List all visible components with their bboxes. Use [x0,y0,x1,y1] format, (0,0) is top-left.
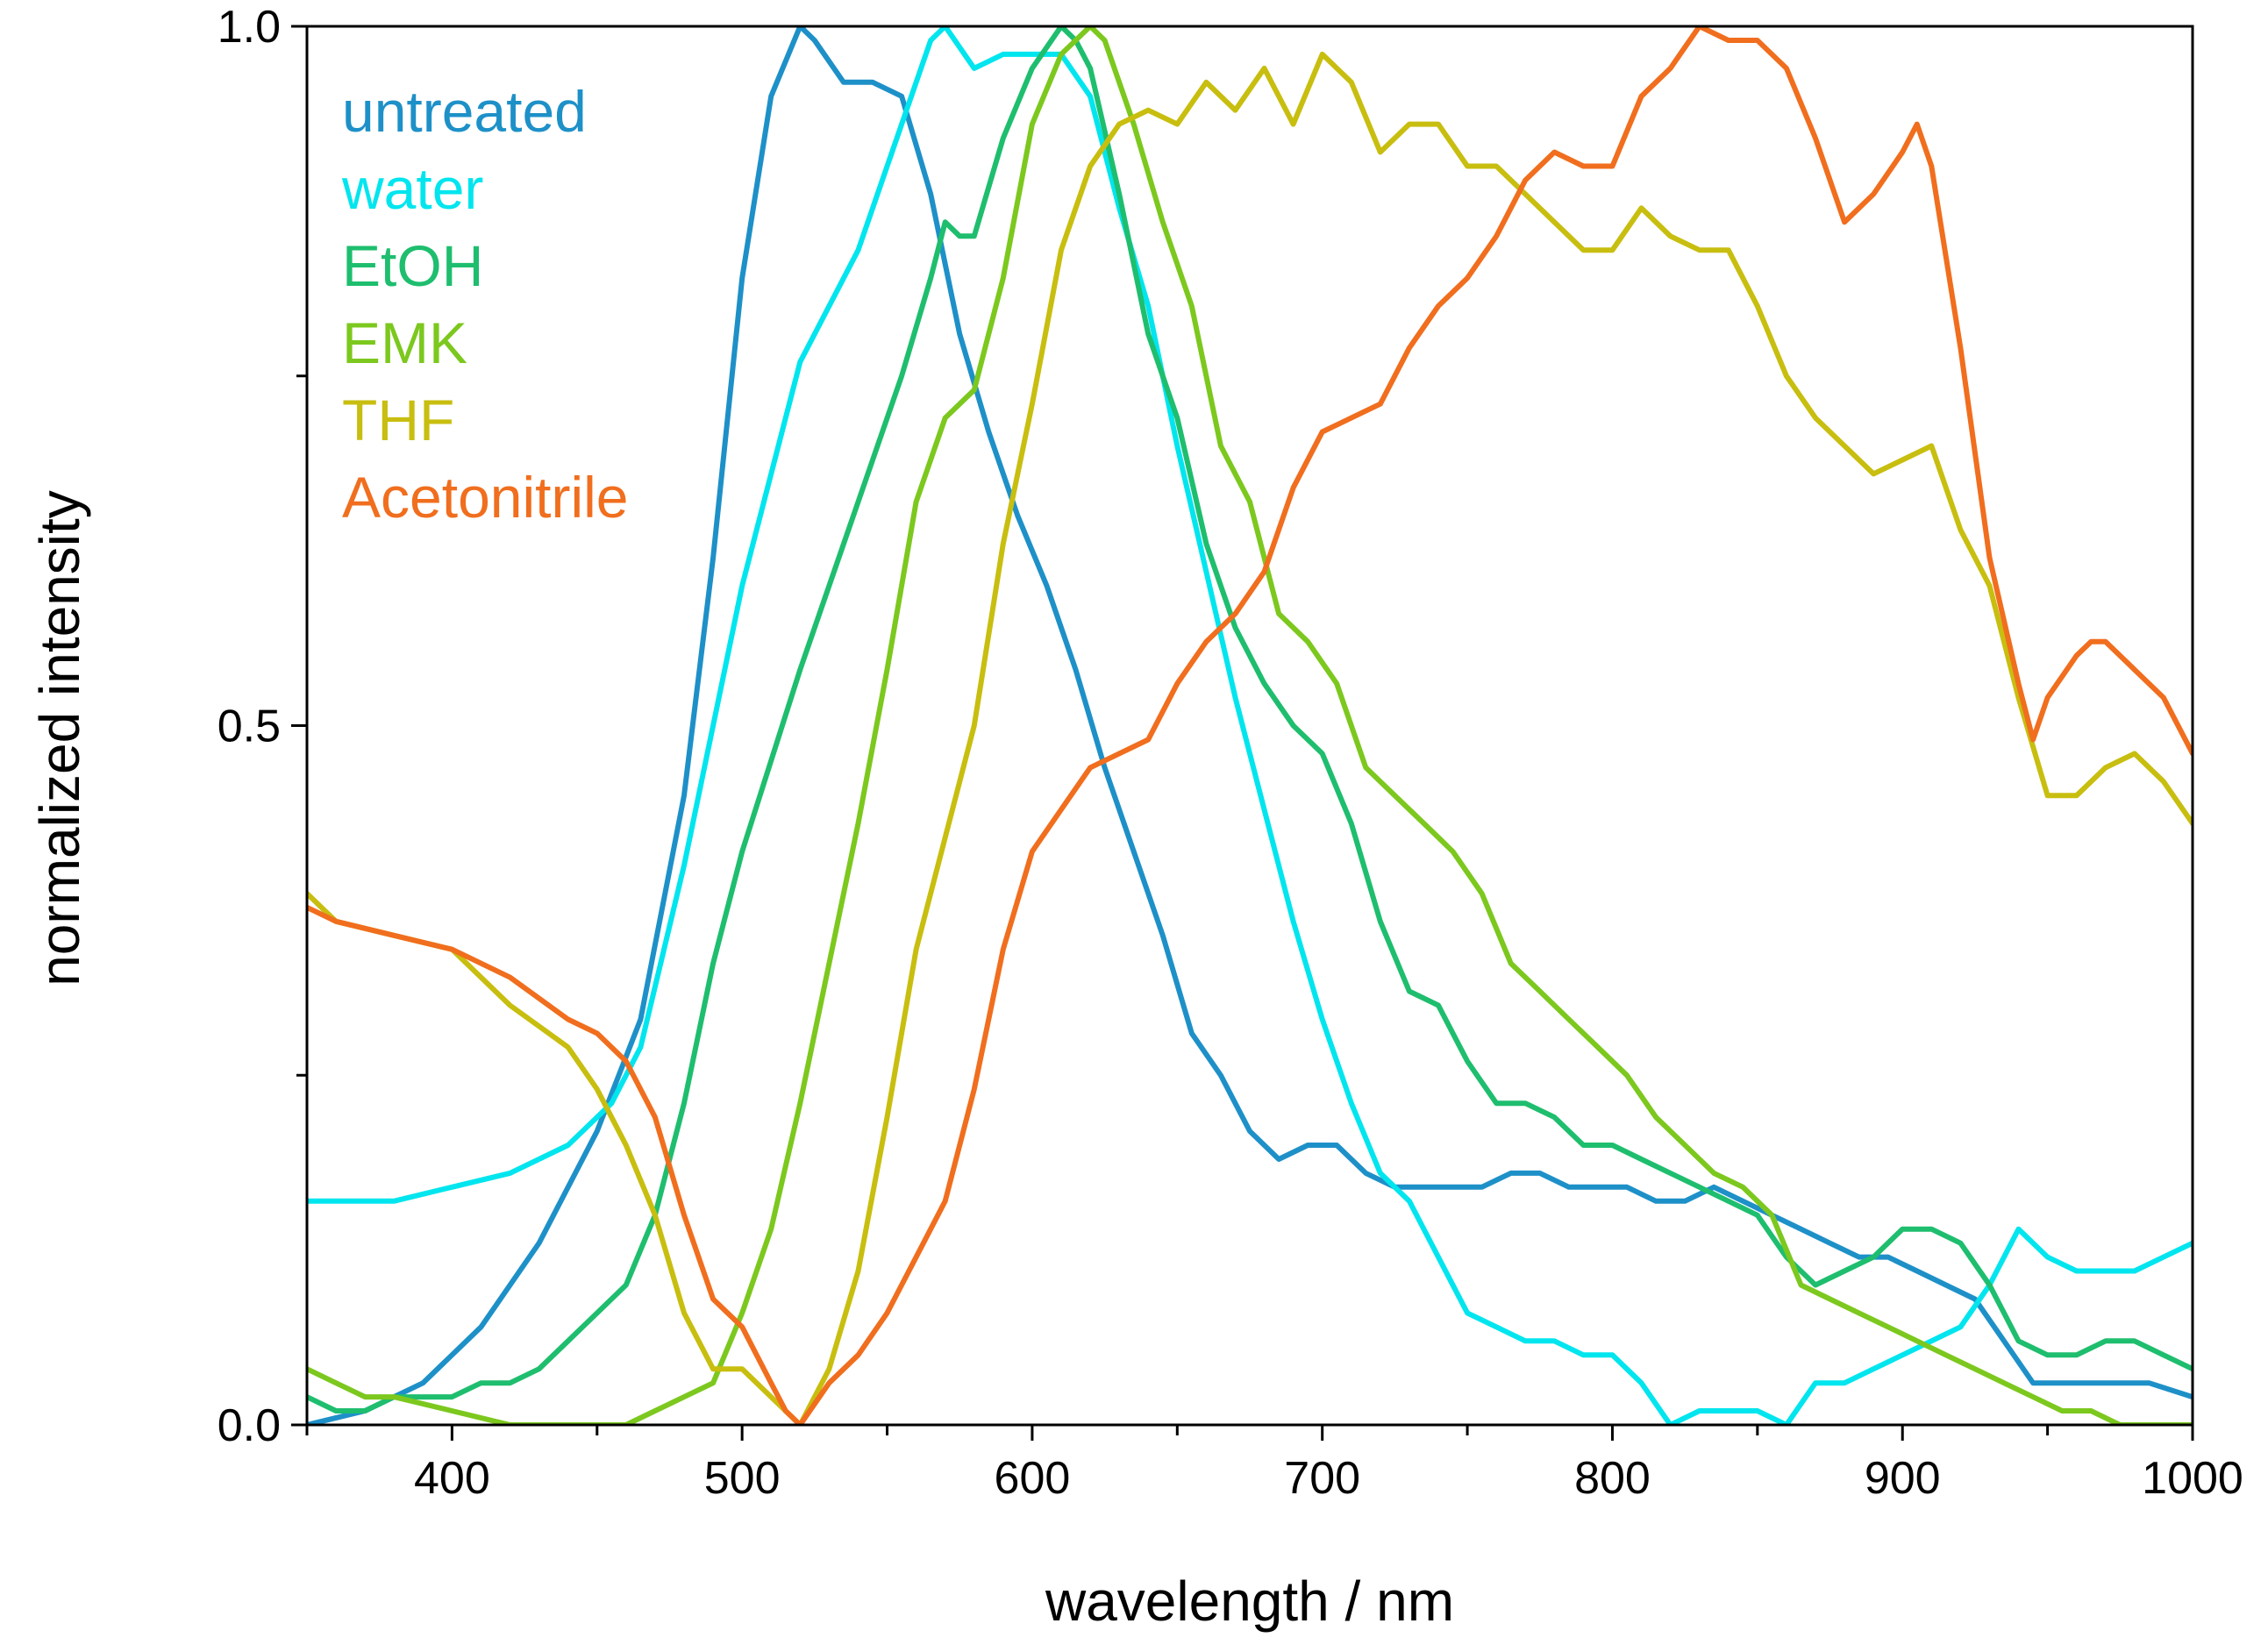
legend-label-emk: EMK [342,310,467,375]
x-tick-label: 800 [1574,1453,1651,1504]
y-tick-label: 0.5 [218,701,281,752]
legend-label-water: water [341,156,483,221]
x-tick-label: 1000 [2142,1453,2243,1504]
y-tick-label: 1.0 [218,2,281,53]
legend-label-untreated: untreated [342,79,587,144]
series-line-acetonitrile [307,26,2193,1425]
x-tick-label: 600 [995,1453,1071,1504]
x-tick-label: 900 [1865,1453,1941,1504]
y-axis-title: normalized intensity [28,490,91,986]
plot-frame [305,25,2194,1427]
series-line-water [307,26,2193,1425]
series-line-untreated [307,26,2193,1425]
series-line-thf [307,51,2193,1425]
legend: untreated water EtOH EMK THF Acetonitrile [341,79,629,530]
x-tick-label: 700 [1284,1453,1360,1504]
legend-label-acetonitrile: Acetonitrile [342,465,629,530]
x-tick-label: 400 [414,1453,490,1504]
series-line-etoh [307,26,2193,1413]
x-tick-label: 500 [704,1453,781,1504]
legend-label-etoh: EtOH [342,233,483,298]
y-axis: 0.0 0.5 1.0 [218,2,307,1451]
x-axis-title: wavelength / nm [1045,1570,1454,1633]
x-axis: 400 500 600 700 800 900 1000 [305,1425,2243,1504]
series-line-emk [307,26,2193,1425]
y-tick-label: 0.0 [218,1400,281,1451]
series-group [307,26,2193,1425]
legend-label-thf: THF [342,388,454,452]
